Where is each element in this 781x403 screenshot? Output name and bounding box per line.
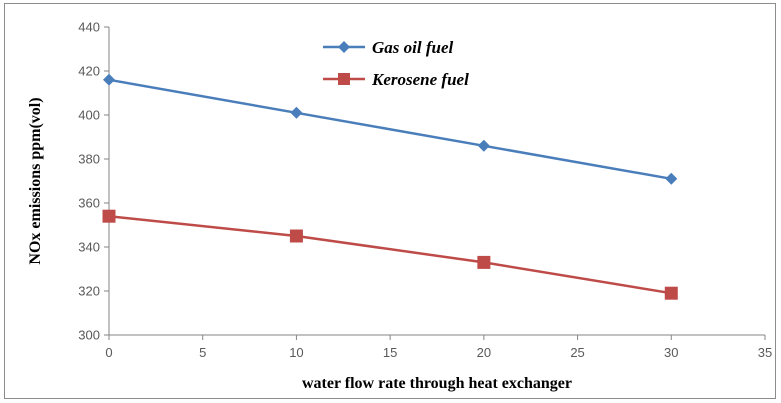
data-point-kerosene [477,255,491,269]
x-tick-label: 0 [105,345,112,360]
x-tick-label: 15 [383,345,397,360]
y-tick-label: 440 [78,20,100,35]
x-axis-title: water flow rate through heat exchanger [302,375,572,392]
series-line-gas-oil [108,78,672,181]
legend-label-gas-oil: Gas oil fuel [372,38,454,57]
x-tick-label: 30 [664,345,678,360]
x-tick-label: 25 [570,345,584,360]
x-tick-label: 20 [477,345,491,360]
data-point-gas-oil [103,73,115,86]
y-tick-label: 420 [78,64,100,79]
y-tick-label: 300 [78,328,100,343]
series-layer [102,73,678,300]
legend-label-kerosene: Kerosene fuel [371,70,469,89]
y-tick-label: 380 [78,152,100,167]
y-axis-title: NOx emissions ppm(vol) [27,97,44,264]
y-tick-label: 360 [78,196,100,211]
data-point-gas-oil [665,172,678,185]
data-point-kerosene [102,209,116,223]
x-tick-label: 35 [758,345,772,360]
chart-frame [4,3,776,399]
data-point-kerosene [289,229,303,243]
x-ticks: 0 5 10 15 20 25 30 35 [105,335,772,360]
legend: Gas oil fuel Kerosene fuel [323,38,469,89]
legend-diamond-marker [338,41,350,53]
series-line-kerosene [108,214,672,295]
data-point-gas-oil [290,106,303,119]
legend-item-gas-oil: Gas oil fuel [323,38,454,57]
x-tick-label: 5 [199,345,206,360]
data-point-kerosene [664,286,678,300]
y-tick-label: 400 [78,108,100,123]
y-tick-label: 340 [78,240,100,255]
y-tick-label: 320 [78,284,100,299]
legend-item-kerosene: Kerosene fuel [323,70,469,89]
x-tick-label: 10 [289,345,303,360]
legend-square-marker [338,73,350,85]
y-ticks: 300 320 340 360 380 400 420 440 [78,20,109,343]
data-point-gas-oil [477,139,490,152]
